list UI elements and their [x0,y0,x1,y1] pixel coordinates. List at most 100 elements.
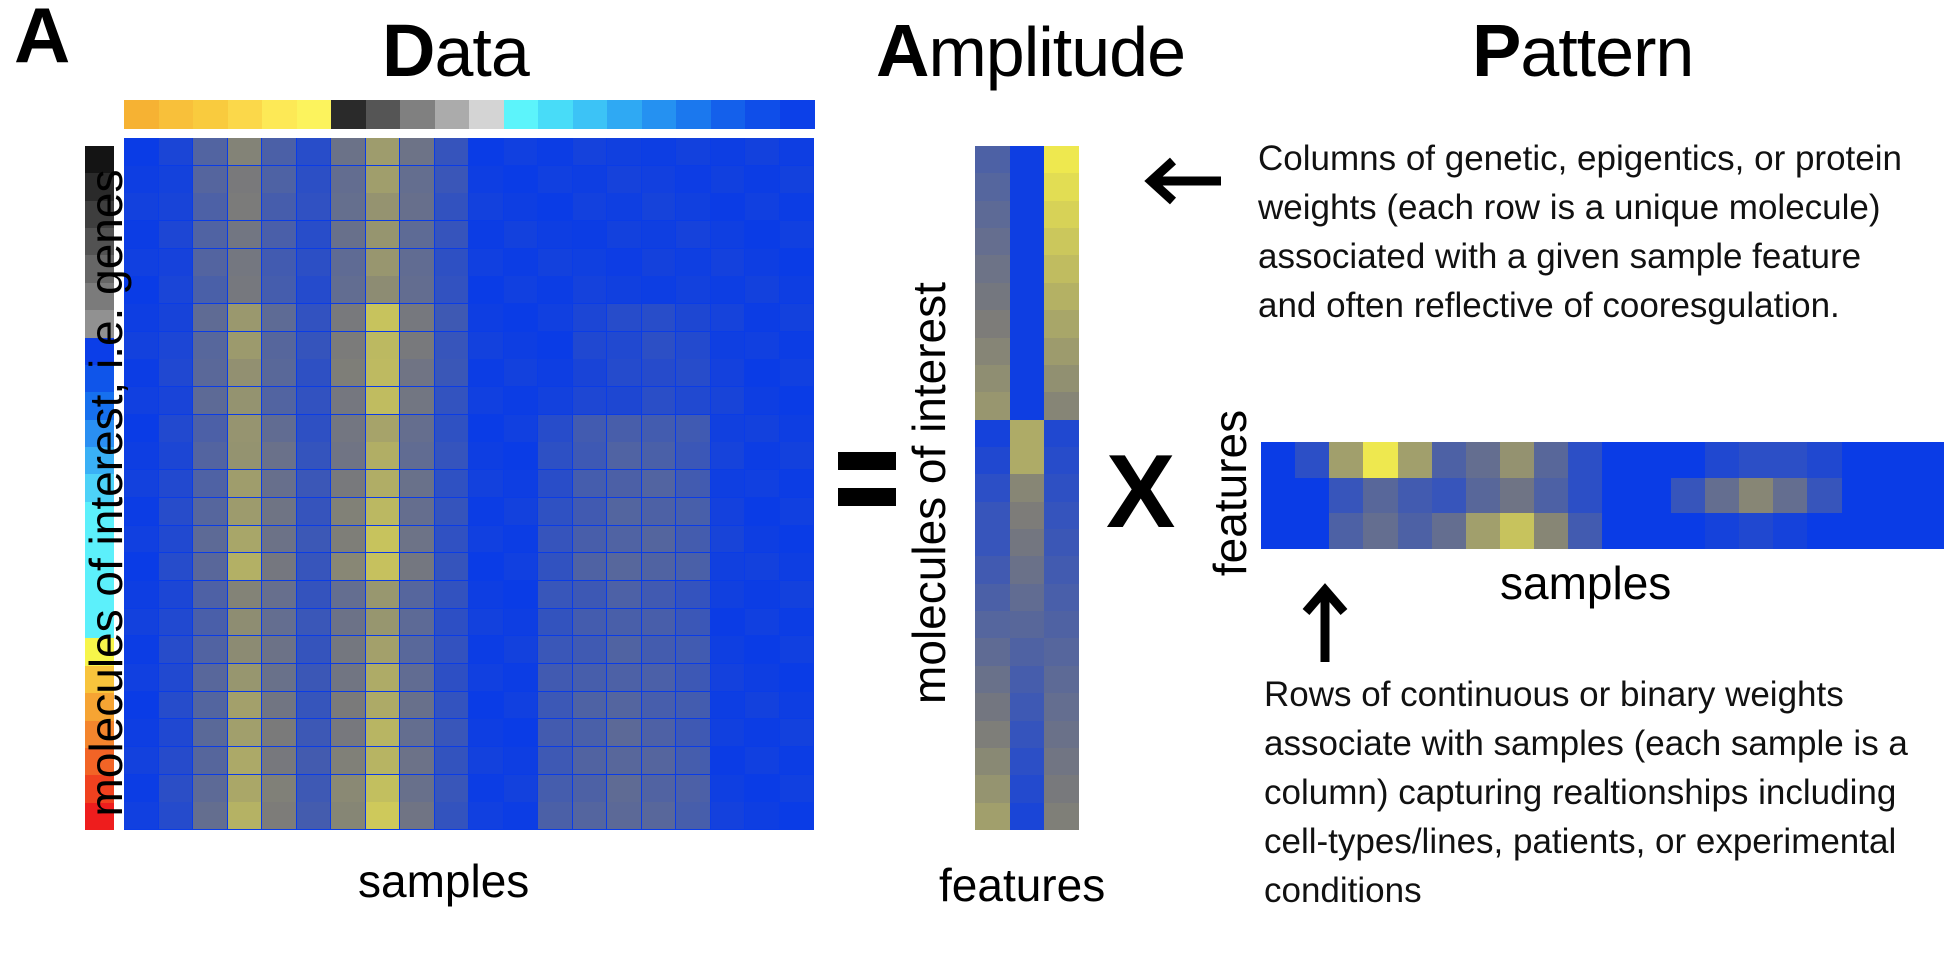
data-heatmap-cell [676,442,710,470]
data-heatmap-cell [676,719,710,747]
data-heatmap-cell [400,193,434,221]
data-heatmap-cell [434,276,469,304]
pattern-title: Pattern [1472,14,1694,88]
data-heatmap-cell [469,774,503,802]
data-heatmap-cell [710,719,745,747]
data-heatmap-cell [296,414,331,442]
sample-color-cell [572,100,608,129]
data-heatmap-cell [503,663,538,691]
data-heatmap-cell [365,359,400,387]
data-heatmap-cell [607,248,641,276]
gene-color-cell [85,337,114,366]
gene-color-cell [85,200,114,229]
data-heatmap-cell [365,387,400,414]
data-heatmap-cell [745,802,779,830]
data-heatmap-cell [193,331,227,359]
sample-color-cell [158,100,194,129]
data-heatmap-cell [538,802,572,830]
gene-color-cell [85,228,114,256]
data-heatmap-cell [434,359,469,387]
amplitude-heatmap-cell [1044,583,1079,612]
data-heatmap-cell [538,442,572,470]
pattern-heatmap-cell [1773,477,1808,514]
data-heatmap-cell [262,608,296,636]
pattern-heatmap-cell [1534,513,1569,549]
amplitude-heatmap-cell [1044,501,1079,530]
pattern-title-cap: P [1472,9,1521,92]
data-heatmap-cell [710,221,745,248]
data-heatmap-cell [434,138,469,165]
data-heatmap-cell [469,138,503,165]
data-heatmap-cell [158,221,193,248]
pattern-heatmap-cell [1534,442,1569,478]
data-heatmap-cell [676,525,710,553]
data-heatmap-cell [262,470,296,498]
data-heatmap-cell [365,774,400,802]
data-heatmap-cell [710,663,745,691]
data-heatmap-cell [469,746,503,774]
data-heatmap-cell [641,802,676,830]
data-heatmap-cell [365,580,400,608]
data-heatmap-cell [434,387,469,414]
data-heatmap-cell [710,193,745,221]
data-heatmap-cell [710,304,745,331]
pattern-ylabel: features [1204,409,1256,577]
data-heatmap-cell [262,691,296,719]
data-heatmap-cell [158,553,193,581]
left-arrow-icon [1144,157,1221,205]
amplitude-heatmap-cell [975,720,1010,748]
data-heatmap-cell [641,193,676,221]
data-heatmap-cell [538,193,572,221]
data-heatmap-cell [296,719,331,747]
data-heatmap-cell [296,138,331,165]
amplitude-heatmap-cell [1044,419,1079,447]
data-heatmap-cell [745,414,779,442]
data-heatmap-cell [572,470,607,498]
pattern-heatmap-cell [1534,477,1569,514]
data-heatmap-cell [538,719,572,747]
data-heatmap-cell [193,359,227,387]
data-heatmap-cell [227,553,262,581]
pattern-xlabel: samples [1500,557,1672,609]
data-heatmap-cell [365,636,400,664]
pattern-heatmap-cell [1431,513,1466,549]
pattern-heatmap-cell [1295,442,1330,478]
data-heatmap-cell [365,802,400,830]
data-heatmap-cell [262,331,296,359]
data-heatmap-cell [227,580,262,608]
data-heatmap-cell [538,608,572,636]
data-heatmap-cell [434,470,469,498]
pattern-heatmap-cell [1841,477,1876,514]
data-heatmap-cell [296,580,331,608]
data-heatmap-cell [434,802,469,830]
pattern-heatmap-cell [1773,513,1808,549]
data-heatmap-cell [365,608,400,636]
data-heatmap-cell [124,359,158,387]
data-heatmap-cell [469,359,503,387]
data-heatmap [124,138,814,830]
data-heatmap-cell [607,165,641,193]
amplitude-heatmap-cell [1009,665,1045,694]
data-heatmap-cell [193,276,227,304]
data-heatmap-cell [572,387,607,414]
data-heatmap-cell [158,470,193,498]
gene-color-cell [85,665,114,694]
gene-color-cell [85,173,114,202]
data-heatmap-cell [572,802,607,830]
data-heatmap-cell [607,580,641,608]
data-heatmap-cell [262,774,296,802]
data-heatmap-cell [227,331,262,359]
gene-color-cell [85,556,114,585]
data-heatmap-cell [227,663,262,691]
up-arrow-icon [1302,583,1348,662]
data-xlabel: samples [358,855,530,907]
data-heatmap-cell [434,221,469,248]
data-heatmap-cell [365,138,400,165]
data-heatmap-cell [262,442,296,470]
amplitude-heatmap-cell [1009,720,1045,748]
data-heatmap-cell [572,442,607,470]
data-heatmap-cell [572,774,607,802]
data-heatmap-cell [296,387,331,414]
data-heatmap-cell [641,304,676,331]
data-heatmap-cell [676,497,710,525]
